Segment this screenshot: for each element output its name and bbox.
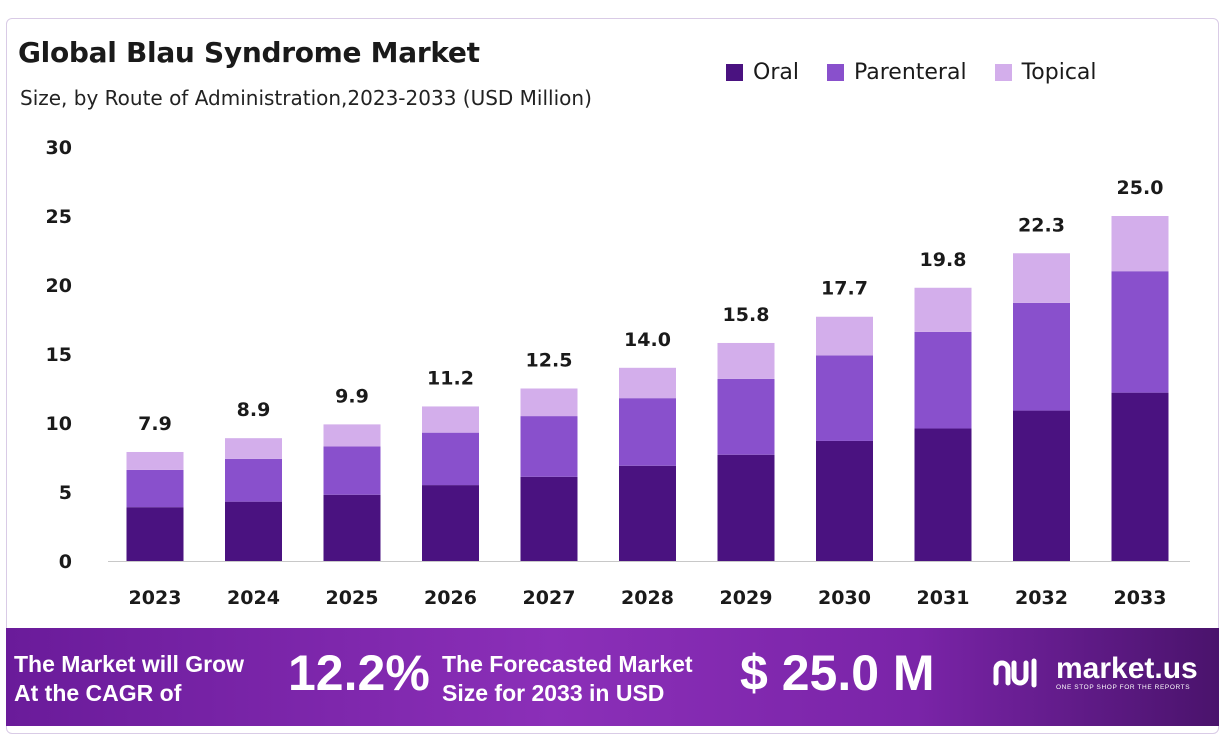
bar-segment-parenteral <box>126 469 184 508</box>
bar-total-label: 19.8 <box>920 249 967 271</box>
bar-segment-parenteral <box>619 398 676 466</box>
x-tick-label: 2026 <box>424 587 477 609</box>
brand-text: market.us ONE STOP SHOP FOR THE REPORTS <box>1056 652 1198 692</box>
bar-segment-oral <box>520 476 578 561</box>
legend-label-parenteral: Parenteral <box>853 60 967 85</box>
bar-segment-parenteral <box>520 416 578 477</box>
x-tick-label: 2027 <box>523 587 576 609</box>
bar-segment-oral <box>1111 392 1169 561</box>
legend-swatch-oral <box>726 64 743 81</box>
cagr-label-line1: The Market will Grow <box>14 651 245 677</box>
bar-total-label: 22.3 <box>1018 214 1065 236</box>
bar-segment-topical <box>323 424 381 447</box>
bar-total-label: 7.9 <box>138 413 172 435</box>
x-tick-label: 2033 <box>1114 587 1167 609</box>
legend-label-oral: Oral <box>753 60 799 85</box>
bar-segment-topical <box>126 451 184 470</box>
x-tick-label: 2023 <box>129 587 182 609</box>
bar-segment-topical <box>422 406 479 433</box>
bar-total-label: 9.9 <box>335 385 369 407</box>
bar-total-label: 12.5 <box>526 350 573 372</box>
bar-total-label: 25.0 <box>1117 177 1164 199</box>
bar-segment-oral <box>816 440 873 561</box>
bar-segment-oral <box>619 465 676 561</box>
footer-banner: The Market will Grow At the CAGR of 12.2… <box>6 628 1219 726</box>
bar-total-label: 11.2 <box>427 367 474 389</box>
bar-segment-topical <box>520 388 578 417</box>
bar-segment-oral <box>323 494 381 561</box>
market-size-label-line2: Size for 2033 in USD <box>442 680 665 706</box>
y-tick-label: 30 <box>46 137 72 159</box>
y-tick-label: 25 <box>46 206 72 228</box>
x-tick-label: 2028 <box>621 587 674 609</box>
bar-total-label: 17.7 <box>821 278 868 300</box>
bar-segment-topical <box>1013 253 1070 303</box>
brand-logo: market.us ONE STOP SHOP FOR THE REPORTS <box>992 654 1198 691</box>
market-us-logo-icon <box>993 658 1037 687</box>
x-tick-label: 2030 <box>818 587 871 609</box>
market-size-value: $ 25.0 M <box>740 645 935 701</box>
chart-title: Global Blau Syndrome Market <box>18 36 480 69</box>
bar-segment-topical <box>717 342 775 379</box>
chart-frame <box>6 18 1219 734</box>
bar-segment-oral <box>1013 410 1070 561</box>
cagr-value: 12.2% <box>288 645 430 701</box>
bar-total-label: 8.9 <box>237 399 271 421</box>
brand-name: market.us <box>1056 652 1198 685</box>
market-size-label: The Forecasted Market Size for 2033 in U… <box>442 650 693 708</box>
x-tick-label: 2029 <box>720 587 773 609</box>
bar-segment-oral <box>126 507 184 561</box>
bar-total-label: 14.0 <box>624 329 671 351</box>
y-tick-label: 0 <box>59 551 72 573</box>
legend-item-topical: Topical <box>994 60 1097 85</box>
bar-segment-oral <box>914 428 972 561</box>
bar-segment-parenteral <box>914 331 972 429</box>
bar-segment-oral <box>225 501 282 561</box>
bar-segment-parenteral <box>1013 302 1070 411</box>
legend-label-topical: Topical <box>1021 60 1097 85</box>
bar-segment-parenteral <box>1111 271 1169 393</box>
market-size-label-line1: The Forecasted Market <box>442 651 693 677</box>
cagr-label: The Market will Grow At the CAGR of <box>14 650 244 708</box>
y-tick-label: 20 <box>46 275 72 297</box>
y-tick-label: 5 <box>59 482 72 504</box>
bar-segment-topical <box>1111 216 1169 272</box>
bar-segment-topical <box>225 438 282 459</box>
bar-segment-topical <box>816 316 873 356</box>
chart-subtitle: Size, by Route of Administration,2023-20… <box>20 86 592 110</box>
x-tick-label: 2031 <box>917 587 970 609</box>
legend-item-oral: Oral <box>726 60 799 85</box>
bar-segment-parenteral <box>225 458 282 502</box>
legend-swatch-parenteral <box>826 64 844 81</box>
x-tick-label: 2032 <box>1015 587 1068 609</box>
bar-segment-topical <box>914 287 972 332</box>
bar-segment-parenteral <box>323 446 381 495</box>
y-tick-label: 10 <box>46 413 72 435</box>
legend-swatch-topical <box>994 64 1012 81</box>
bar-total-label: 15.8 <box>723 304 770 326</box>
brand-tagline: ONE STOP SHOP FOR THE REPORTS <box>1056 684 1191 691</box>
x-tick-label: 2024 <box>227 587 280 609</box>
bar-segment-oral <box>717 454 775 561</box>
x-tick-label: 2025 <box>326 587 379 609</box>
legend-item-parenteral: Parenteral <box>826 60 967 85</box>
y-tick-label: 15 <box>46 344 72 366</box>
bar-segment-parenteral <box>422 432 479 486</box>
legend: Oral Parenteral Topical <box>726 60 1097 85</box>
bar-segment-topical <box>619 367 676 399</box>
stacked-bar-chart: 0510152025307.920238.920249.9202511.2202… <box>46 137 1190 609</box>
cagr-label-line2: At the CAGR of <box>14 680 182 706</box>
bar-segment-parenteral <box>717 378 775 455</box>
bar-segment-oral <box>422 485 479 561</box>
bar-segment-parenteral <box>816 355 873 441</box>
